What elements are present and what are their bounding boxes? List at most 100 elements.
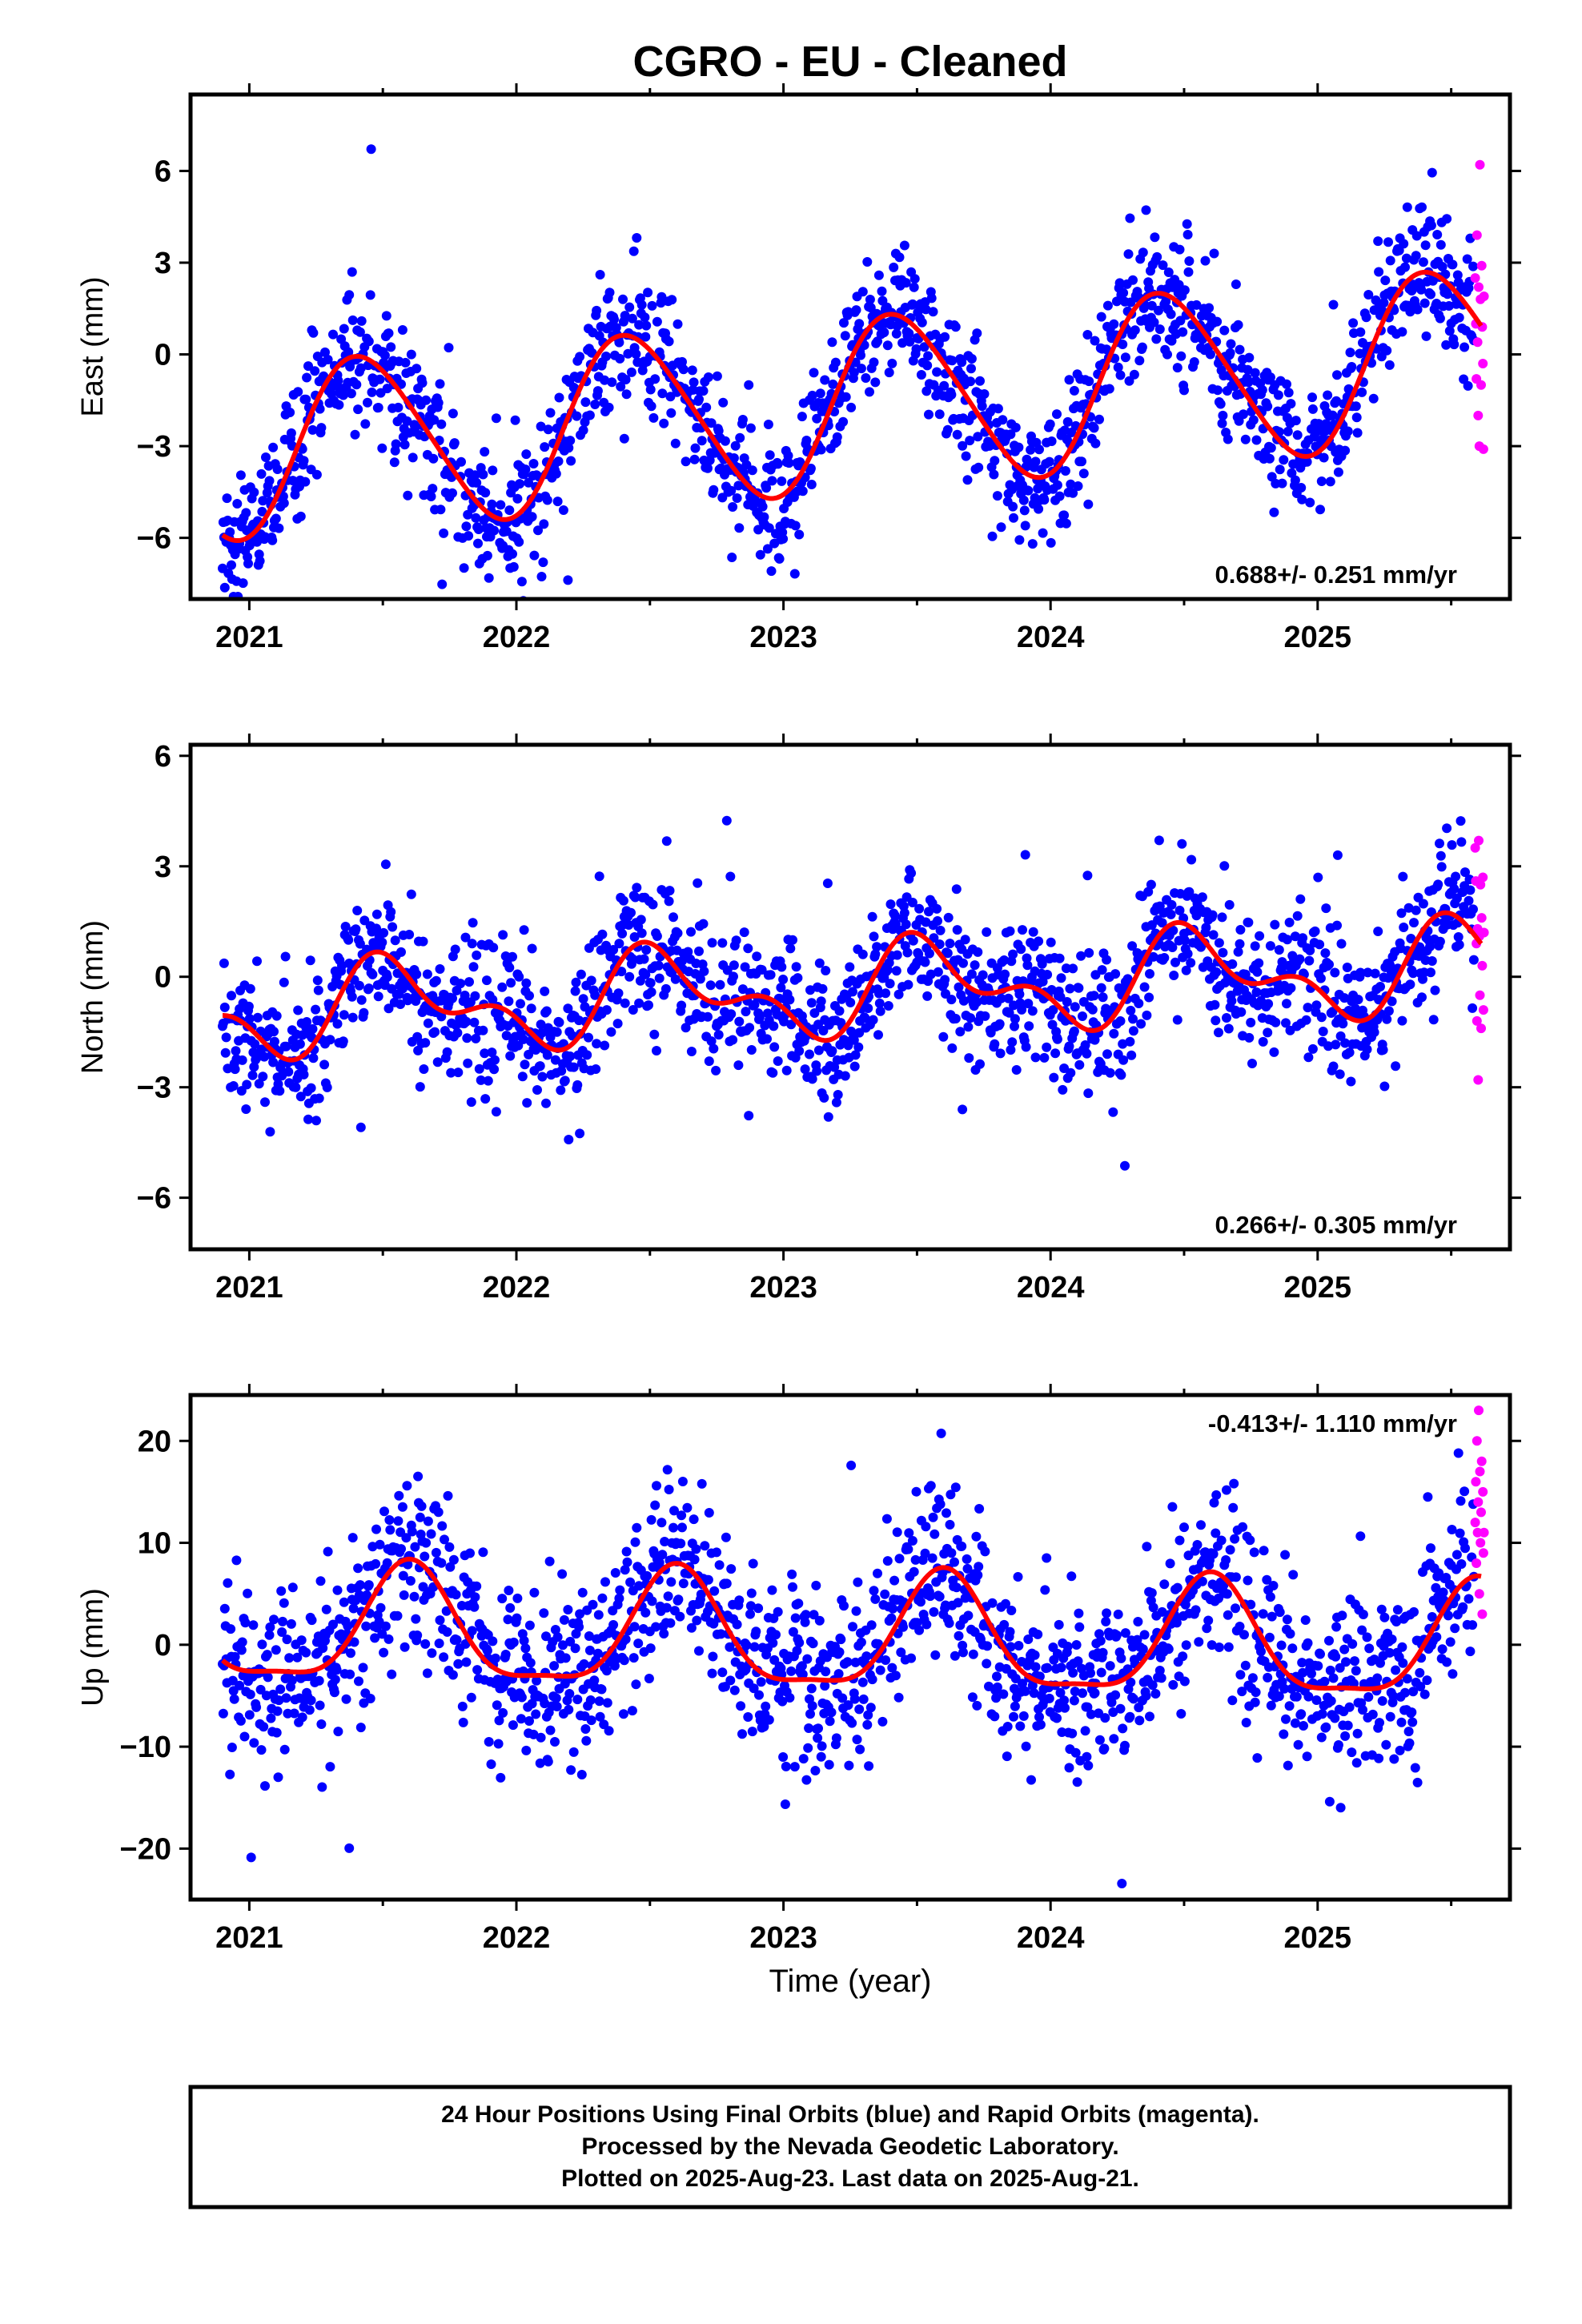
north-final-point — [661, 836, 672, 846]
east-final-point — [536, 421, 546, 432]
east-final-point — [553, 456, 564, 466]
up-final-point — [1018, 1679, 1027, 1689]
east-final-point — [882, 340, 893, 351]
up-final-point — [1023, 1634, 1034, 1644]
up-final-point — [1400, 1687, 1410, 1698]
up-final-point — [1288, 1570, 1299, 1580]
east-final-point — [287, 476, 298, 486]
up-final-point — [1052, 1713, 1062, 1723]
north-final-point — [470, 991, 480, 1001]
east-final-point — [965, 436, 975, 446]
up-final-point — [634, 1581, 644, 1591]
north-final-point — [612, 1019, 623, 1029]
east-final-point — [381, 311, 391, 321]
up-final-point — [1337, 1610, 1347, 1621]
east-final-point — [646, 401, 656, 412]
north-final-point — [885, 979, 895, 989]
east-final-point — [1118, 287, 1129, 298]
east-final-point — [1204, 303, 1215, 313]
east-final-point — [816, 444, 826, 455]
north-final-point — [526, 1003, 536, 1014]
up-final-point — [1074, 1622, 1085, 1632]
up-final-point — [1315, 1649, 1325, 1659]
east-final-point — [957, 357, 967, 368]
north-final-point — [1010, 1014, 1020, 1024]
north-final-point — [227, 991, 236, 1001]
up-final-point — [906, 1653, 917, 1663]
east-final-point — [391, 439, 401, 449]
up-final-point — [925, 1591, 935, 1602]
east-final-point — [563, 575, 573, 585]
east-final-point — [393, 402, 404, 412]
east-final-point — [464, 531, 474, 541]
north-final-point — [1338, 1019, 1348, 1029]
east-final-point — [667, 295, 677, 305]
north-final-point — [812, 1066, 822, 1076]
east-final-point — [1286, 399, 1296, 409]
east-final-point — [1307, 404, 1318, 414]
up-final-point — [1398, 1658, 1408, 1668]
up-final-point — [572, 1695, 583, 1705]
up-final-point — [586, 1715, 596, 1726]
east-final-point — [850, 357, 861, 368]
up-x-tick-label: 2023 — [749, 1921, 817, 1955]
up-final-point — [1134, 1715, 1145, 1726]
up-final-point — [786, 1666, 797, 1676]
east-final-point — [1154, 305, 1163, 316]
up-final-point — [1407, 1717, 1418, 1727]
north-final-point — [1263, 999, 1274, 1009]
east-final-point — [504, 505, 515, 516]
north-final-point — [1265, 941, 1275, 951]
east-final-point — [379, 350, 390, 360]
north-final-point — [1304, 955, 1315, 966]
north-final-point — [1074, 983, 1084, 993]
north-final-point — [1049, 1072, 1059, 1083]
east-final-point — [346, 388, 356, 399]
up-final-point — [610, 1568, 620, 1578]
up-final-point — [1384, 1647, 1395, 1658]
up-rapid-point — [1474, 1589, 1484, 1599]
up-final-point — [1120, 1740, 1130, 1751]
east-final-point — [540, 442, 550, 452]
up-final-point — [1225, 1545, 1235, 1555]
up-final-point — [1034, 1712, 1044, 1722]
up-final-point — [911, 1486, 921, 1497]
east-final-point — [1319, 452, 1329, 463]
east-final-point — [1460, 342, 1470, 352]
up-final-point — [1138, 1644, 1148, 1655]
east-final-point — [698, 386, 709, 396]
up-final-point — [488, 1636, 498, 1647]
north-final-point — [673, 928, 683, 939]
up-final-point — [328, 1619, 338, 1630]
north-final-point — [769, 1042, 780, 1052]
north-final-point — [893, 989, 904, 999]
up-final-point — [323, 1546, 333, 1557]
up-final-point — [1299, 1721, 1308, 1731]
east-final-point — [1174, 244, 1185, 255]
north-final-point — [452, 1027, 463, 1038]
north-final-point — [854, 1027, 865, 1038]
up-final-point — [1404, 1738, 1415, 1748]
north-final-point — [845, 962, 855, 972]
north-final-point — [469, 1017, 480, 1027]
north-final-point — [1144, 992, 1154, 1003]
east-final-point — [664, 336, 674, 347]
north-final-point — [422, 969, 432, 979]
up-final-point — [1223, 1642, 1234, 1652]
east-final-point — [222, 493, 232, 504]
north-final-point — [1240, 969, 1251, 979]
east-final-point — [1039, 495, 1050, 505]
north-final-point — [597, 929, 608, 939]
north-final-point — [243, 1001, 254, 1011]
up-final-point — [1285, 1629, 1295, 1639]
north-final-point — [307, 1023, 318, 1034]
up-final-point — [1150, 1689, 1161, 1699]
north-final-point — [964, 1053, 974, 1063]
east-final-point — [865, 295, 875, 304]
up-final-point — [246, 1852, 256, 1863]
east-final-point — [1115, 370, 1126, 380]
north-final-point — [303, 1114, 313, 1124]
east-final-point — [1066, 479, 1076, 489]
north-final-point — [586, 975, 596, 986]
north-final-point — [873, 1030, 883, 1040]
